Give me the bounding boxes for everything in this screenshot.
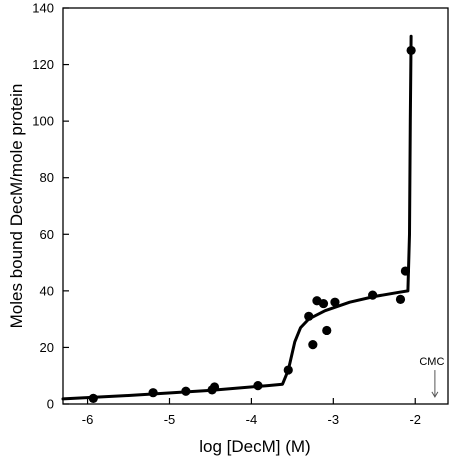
data-point (308, 340, 318, 350)
x-axis-label: log [DecM] (M) (199, 437, 310, 456)
data-point (253, 381, 263, 391)
data-point (181, 386, 191, 396)
y-tick-label: 80 (40, 170, 54, 185)
data-point (209, 382, 220, 392)
y-tick-label: 20 (40, 340, 54, 355)
y-tick-label: 40 (40, 283, 54, 298)
plot-frame (62, 7, 449, 405)
x-axis: -6 -5 -4 -3 -2 (82, 398, 421, 427)
data-point (148, 388, 158, 398)
x-tick-label: -6 (82, 412, 94, 427)
annotations: CMC (419, 356, 444, 398)
data-points (88, 45, 416, 403)
fit-curve (61, 34, 413, 401)
y-tick-label: 100 (32, 114, 54, 129)
y-tick-label: 0 (47, 397, 54, 412)
cmc-arrowhead (431, 391, 439, 398)
x-tick-label: -3 (328, 412, 340, 427)
data-point (400, 266, 411, 276)
y-axis: 0 20 40 60 80 100 120 140 (32, 1, 69, 412)
cmc-label: CMC (419, 356, 444, 368)
y-tick-label: 120 (32, 57, 54, 72)
data-point (368, 290, 378, 300)
data-point (283, 365, 293, 375)
x-tick-label: -4 (246, 412, 258, 427)
x-tick-label: -2 (409, 412, 421, 427)
data-point (318, 298, 329, 309)
data-point (88, 393, 98, 403)
data-point (322, 325, 332, 336)
x-tick-label: -5 (164, 412, 176, 427)
data-point (395, 294, 406, 304)
data-point (330, 297, 340, 307)
data-point (406, 45, 416, 56)
data-point (304, 311, 314, 321)
y-axis-label: Moles bound DecM/mole protein (7, 84, 26, 329)
y-tick-label: 60 (40, 227, 54, 242)
y-tick-label: 140 (32, 1, 54, 16)
